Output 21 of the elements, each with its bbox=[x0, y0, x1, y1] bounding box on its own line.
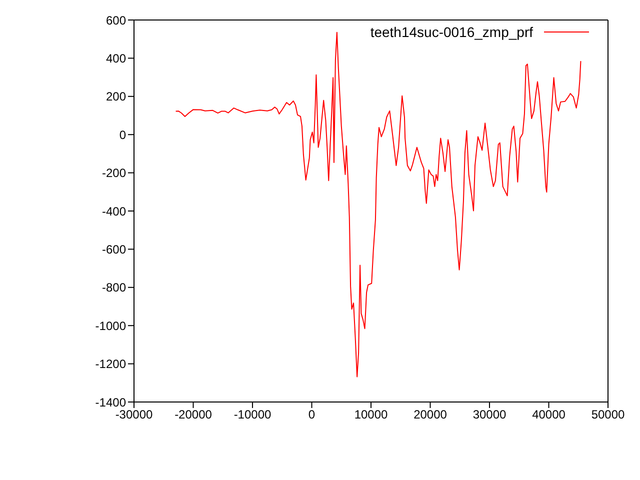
x-tick-label: 40000 bbox=[532, 408, 566, 422]
y-tick-label: -1000 bbox=[95, 318, 126, 333]
x-tick-label: 0 bbox=[308, 408, 316, 422]
y-tick-label: -600 bbox=[102, 242, 126, 256]
x-tick-label: 50000 bbox=[591, 408, 626, 422]
y-tick-label: 600 bbox=[106, 13, 126, 28]
y-tick-label: 200 bbox=[106, 90, 126, 104]
x-tick-label: 10000 bbox=[354, 408, 388, 422]
x-tick-label: -30000 bbox=[115, 408, 154, 422]
x-tick-label: 30000 bbox=[472, 408, 507, 422]
y-tick-label: -1400 bbox=[95, 395, 126, 410]
y-tick-label: -800 bbox=[102, 280, 126, 295]
legend-label: teeth14suc-0016_zmp_prf bbox=[370, 24, 534, 40]
y-tick-label: 400 bbox=[106, 51, 126, 66]
x-tick-label: -20000 bbox=[174, 408, 212, 422]
x-tick-label: -10000 bbox=[234, 408, 272, 422]
y-tick-label: -400 bbox=[102, 204, 126, 218]
y-tick-label: -200 bbox=[102, 166, 126, 180]
y-tick-label: 0 bbox=[119, 128, 126, 142]
y-tick-label: -1200 bbox=[95, 357, 126, 372]
x-tick-label: 20000 bbox=[414, 408, 448, 422]
